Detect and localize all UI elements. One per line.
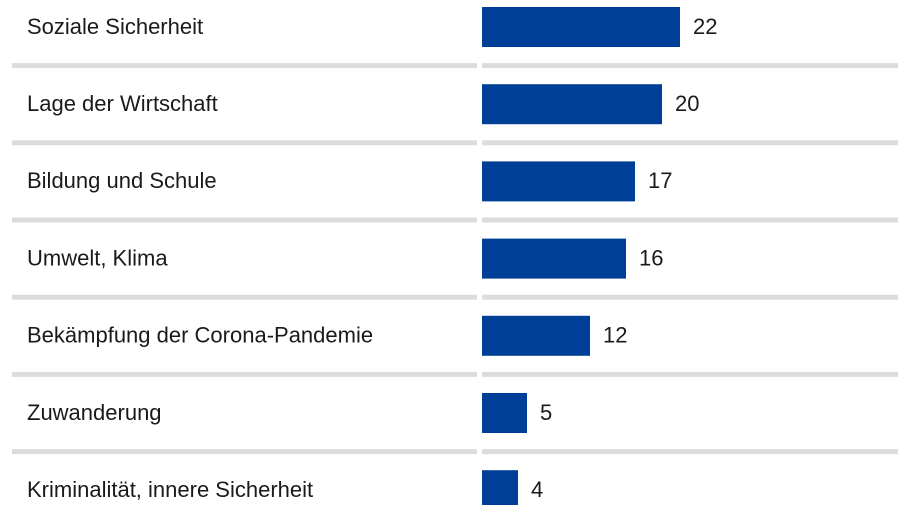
category-label: Zuwanderung <box>27 400 162 425</box>
value-label: 16 <box>639 245 663 270</box>
row-separator <box>12 217 477 223</box>
row-separator <box>12 63 477 69</box>
value-label: 22 <box>693 14 717 39</box>
category-label: Bekämpfung der Corona-Pandemie <box>27 323 373 348</box>
bar <box>482 393 527 433</box>
row-separator <box>482 217 898 223</box>
row-separator <box>482 371 898 377</box>
value-label: 17 <box>648 168 672 193</box>
row-separator <box>12 371 477 377</box>
value-label: 5 <box>540 400 552 425</box>
category-label: Bildung und Schule <box>27 168 217 193</box>
category-label: Umwelt, Klima <box>27 245 168 270</box>
value-label: 4 <box>531 477 543 502</box>
row-separator <box>12 140 477 146</box>
category-label: Kriminalität, innere Sicherheit <box>27 477 313 502</box>
category-label: Lage der Wirtschaft <box>27 91 218 116</box>
row-separator <box>482 140 898 146</box>
bar <box>482 315 590 356</box>
value-label: 12 <box>603 323 627 348</box>
row-separator <box>482 63 898 69</box>
bar <box>482 7 680 47</box>
row-separator <box>482 294 898 300</box>
value-label: 20 <box>675 91 699 116</box>
bar <box>482 470 518 505</box>
row-separator <box>12 449 477 455</box>
bar <box>482 161 635 202</box>
row-separator <box>12 294 477 300</box>
bar <box>482 84 662 125</box>
row-separator <box>482 449 898 455</box>
category-label: Soziale Sicherheit <box>27 14 203 39</box>
bar <box>482 238 626 279</box>
